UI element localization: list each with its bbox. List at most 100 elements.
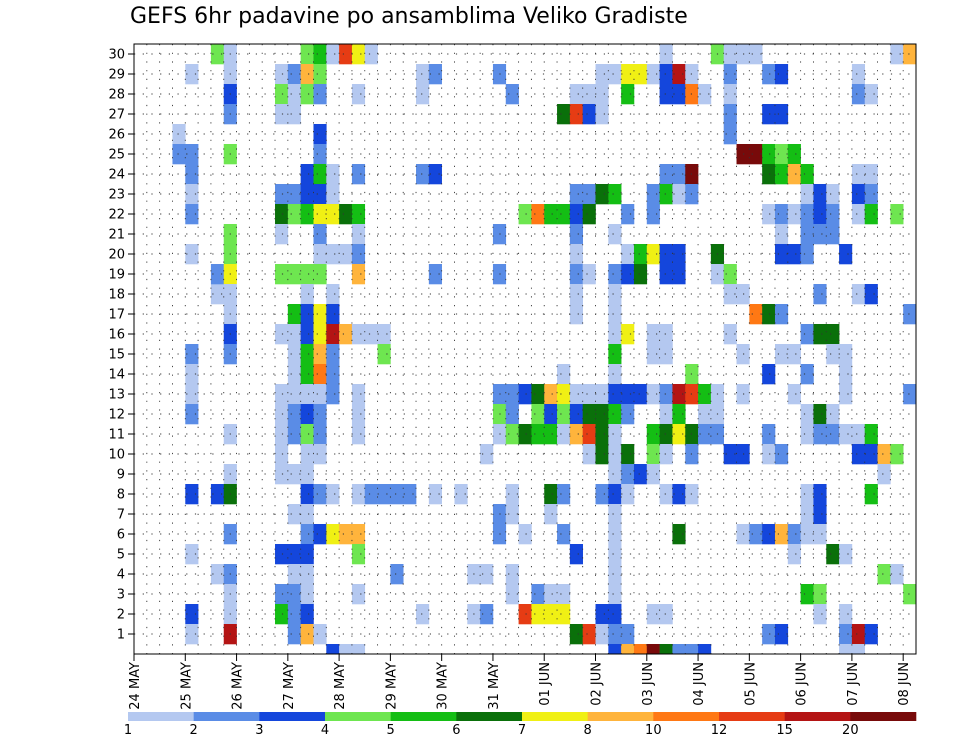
y-tick-label: 7 [117, 508, 125, 523]
heatmap-cell [851, 644, 866, 655]
heatmap-cell [774, 64, 789, 85]
legend-label: 20 [842, 723, 859, 738]
heatmap-cell [300, 524, 314, 545]
heatmap-cell [185, 244, 199, 265]
heatmap-cell [339, 324, 353, 345]
heatmap-cell [633, 64, 648, 85]
x-tick-label: 24 MAY [128, 662, 143, 710]
heatmap-cell [339, 244, 353, 265]
heatmap-cell [300, 304, 314, 325]
heatmap-cell [339, 44, 353, 65]
heatmap-cell [390, 484, 404, 505]
heatmap-cell [569, 424, 583, 445]
legend-swatch [259, 712, 326, 721]
heatmap-cell [390, 564, 404, 585]
heatmap-cell [762, 164, 776, 185]
heatmap-cell [800, 164, 814, 185]
heatmap-cell [300, 444, 314, 465]
heatmap-cell [774, 344, 789, 365]
heatmap-cell [300, 324, 314, 345]
y-tick-label: 3 [117, 588, 125, 603]
heatmap-cell [787, 244, 801, 265]
heatmap-cell [351, 84, 366, 105]
heatmap-cell [275, 404, 289, 425]
heatmap-cell [839, 644, 853, 655]
legend-swatch [719, 712, 785, 721]
heatmap-cell [608, 264, 622, 285]
heatmap-cell [557, 524, 571, 545]
heatmap-cell [608, 284, 622, 305]
heatmap-cell [608, 504, 622, 525]
heatmap-cell [300, 84, 314, 105]
heatmap-cell [364, 484, 378, 505]
heatmap-cell [800, 504, 814, 525]
heatmap-cell [275, 184, 289, 205]
heatmap-cell [185, 144, 199, 165]
heatmap-cell [531, 424, 545, 445]
heatmap-cell [672, 404, 686, 425]
heatmap-cell [595, 64, 609, 85]
heatmap-cell [480, 604, 494, 625]
heatmap-cell [608, 524, 622, 545]
heatmap-cell [826, 224, 840, 245]
heatmap-cell [608, 644, 622, 655]
x-tick-label: 29 MAY [384, 662, 399, 710]
heatmap-cell [813, 484, 827, 505]
heatmap-cell [300, 484, 314, 505]
heatmap-cell [210, 264, 225, 285]
heatmap-cell [300, 424, 314, 445]
heatmap-cell [813, 224, 827, 245]
heatmap-cell [544, 484, 558, 505]
heatmap-cell [313, 324, 327, 345]
heatmap-cell [300, 184, 314, 205]
heatmap-cell [698, 84, 712, 105]
heatmap-cell [377, 344, 391, 365]
heatmap-cell [877, 564, 891, 585]
heatmap-cell [608, 464, 622, 485]
heatmap-cell [351, 644, 366, 655]
heatmap-cell [723, 84, 737, 105]
heatmap-cell [646, 204, 660, 225]
heatmap-cell [698, 424, 712, 445]
heatmap-cell [326, 484, 340, 505]
heatmap-cell [621, 244, 635, 265]
heatmap-cell [826, 184, 840, 205]
heatmap-cell [557, 484, 571, 505]
legend-label: 6 [452, 723, 460, 738]
heatmap-cell [300, 164, 314, 185]
heatmap-cell [326, 644, 340, 655]
y-tick-label: 30 [108, 48, 125, 63]
heatmap-cell [313, 44, 327, 65]
y-tick-label: 8 [117, 488, 125, 503]
heatmap-cell [582, 384, 596, 405]
heatmap-cell [659, 424, 673, 445]
heatmap-cell [185, 164, 199, 185]
heatmap-cell [416, 604, 430, 625]
heatmap-cell [287, 604, 301, 625]
heatmap-cell [800, 584, 814, 605]
heatmap-cell [544, 384, 558, 405]
heatmap-cell [851, 184, 866, 205]
heatmap-cell [608, 444, 622, 465]
y-tick-label: 28 [108, 88, 125, 103]
heatmap-cell [287, 504, 301, 525]
heatmap-cell [518, 424, 532, 445]
heatmap-cell [275, 64, 289, 85]
heatmap-cell [877, 464, 891, 485]
heatmap-cell [313, 264, 327, 285]
legend-swatch [325, 712, 391, 721]
heatmap-cell [275, 84, 289, 105]
heatmap-cell [762, 144, 776, 165]
heatmap-cell [608, 404, 622, 425]
heatmap-cell [774, 144, 789, 165]
heatmap-cell [839, 424, 853, 445]
heatmap-cell [698, 644, 712, 655]
heatmap-cell [672, 184, 686, 205]
heatmap-cell [351, 324, 366, 345]
heatmap-cell [377, 484, 391, 505]
legend-swatch [390, 712, 457, 721]
heatmap-cell [287, 264, 301, 285]
heatmap-cell [698, 384, 712, 405]
heatmap-cell [813, 284, 827, 305]
heatmap-cell [608, 184, 622, 205]
